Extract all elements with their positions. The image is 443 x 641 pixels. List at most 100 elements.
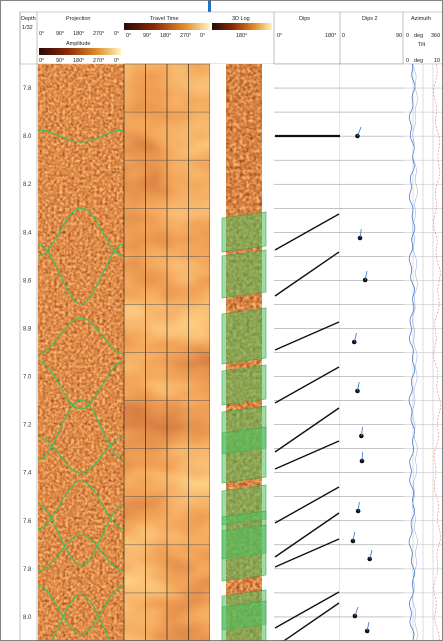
sinusoid-picks [37, 129, 125, 641]
sinusoid-curve [37, 585, 125, 635]
projection-tick: 180° [73, 31, 84, 37]
amplitude-label: Amplitude [66, 41, 90, 47]
depth-gridlines [124, 63, 210, 641]
projection-ticks: 0° 90° 180° 270° 0° [39, 31, 119, 37]
sinusoid-curve [37, 504, 125, 566]
azimuth-track [403, 63, 443, 641]
depth-marker [208, 0, 211, 12]
tilt-label: Tilt [418, 42, 426, 48]
depth-title: Depth [21, 16, 36, 22]
log3d-plane [221, 307, 267, 365]
log3d-plane [221, 524, 267, 582]
dips2-grid [340, 63, 403, 641]
amplitude-ticks: 0° 90° 180° 270° 0° [39, 58, 119, 64]
dip-line [274, 407, 340, 453]
sinusoid-curve [37, 480, 125, 530]
dip-line [274, 591, 340, 629]
travel-time-ticks: 0° 90° 180° 270° 0° [126, 33, 205, 39]
tadpole [350, 531, 356, 544]
dips-tick: 0° [277, 33, 282, 39]
dips-title: Dips [299, 16, 310, 22]
tadpole [355, 381, 360, 394]
tadpole [364, 621, 370, 634]
projection-tick: 270° [93, 31, 104, 37]
amplitude-tick: 270° [93, 58, 104, 64]
tadpole [357, 228, 363, 241]
projection-tick: 0° [114, 31, 119, 37]
projection-title: Projection [66, 16, 90, 22]
depth-tick-label: 7.8 [23, 86, 32, 92]
sinusoid-curve [51, 594, 111, 641]
dip-line [282, 602, 340, 641]
log3d-plane [221, 600, 267, 641]
tadpole [367, 549, 373, 562]
depth-tick-label: 8.6 [23, 278, 32, 284]
depth-tick-label: 8.2 [23, 182, 32, 188]
depth-tick-label: 7.2 [23, 423, 32, 429]
travel-time-tick: 90° [143, 33, 151, 39]
dips2-track [340, 63, 403, 641]
azimuth-tick: 0 [406, 33, 409, 39]
depth-tick-label: 7.0 [23, 375, 32, 381]
depth-tick-label: 7.4 [23, 471, 32, 477]
sinusoid-curve [37, 243, 125, 305]
tadpoles [350, 126, 373, 634]
log3d-plane [221, 426, 267, 484]
tadpole [359, 426, 364, 439]
depth-axis: 7.8 8.0 8.2 8.4 8.6 8.8 7.0 7.2 7.4 7.6 7.8 8.0 [23, 86, 32, 621]
tadpole [352, 606, 359, 619]
projection-tick: 0° [39, 31, 44, 37]
tilt-tick: deg [414, 58, 423, 64]
depth-tick-label: 8.4 [23, 230, 32, 236]
dips-track [274, 63, 404, 641]
sinusoid-curve [37, 129, 125, 143]
tilt-tick: 10 [434, 58, 440, 64]
sinusoid-curve [37, 317, 125, 355]
log3d-plane [221, 249, 267, 299]
amplitude-tick: 0° [114, 58, 119, 64]
sinusoid-curve [37, 399, 125, 461]
log3d-plane [221, 364, 267, 406]
tilt-curve [408, 63, 416, 641]
sinusoid-curve [37, 436, 125, 474]
log3d-tick: 180° [236, 33, 247, 39]
depth-tick-label: 7.6 [23, 519, 32, 525]
dip-line [274, 366, 340, 404]
travel-time-tick: 270° [180, 33, 191, 39]
dip-line [274, 251, 340, 297]
dip-line [274, 440, 340, 470]
tilt-tick: 0 [406, 58, 409, 64]
travel-time-tick: 0° [126, 33, 131, 39]
amplitude-tick: 90° [56, 58, 64, 64]
dips2-tick: 90 [396, 33, 402, 39]
projection-tick: 90° [56, 31, 64, 37]
amplitude-tick: 0° [39, 58, 44, 64]
dips2-tick: 0 [342, 33, 345, 39]
dip-line [274, 512, 340, 558]
sinusoid-curve [37, 534, 125, 572]
travel-time-tick: 180° [160, 33, 171, 39]
projection-track [37, 64, 125, 641]
dip-line [274, 321, 340, 351]
depth-tick-label: 7.8 [23, 567, 32, 573]
log3d-plane [221, 211, 267, 253]
tadpole [355, 126, 362, 139]
depth-unit: 1/32 [22, 25, 33, 31]
sinusoid-curve [37, 207, 125, 257]
amplitude-colorbar [39, 48, 121, 55]
travel-time-tick: 0° [200, 33, 205, 39]
depth-tick-label: 8.0 [23, 615, 32, 621]
azimuth-curve [433, 63, 441, 640]
azimuth-tick: 360 [431, 33, 440, 39]
tadpole [362, 270, 368, 283]
travel-time-colorbar [124, 23, 210, 30]
log-header: Depth 1/32 Projection 0° 90° 180° 270° 0… [19, 11, 443, 641]
sinusoid-curve [37, 360, 125, 410]
dip-line [274, 213, 340, 251]
log3d-colorbar [212, 23, 272, 30]
dips2-title: Dips 2 [362, 16, 378, 22]
dip-line [274, 486, 340, 524]
depth-tick-label: 8.8 [23, 326, 32, 332]
dip-lines [274, 134, 348, 641]
